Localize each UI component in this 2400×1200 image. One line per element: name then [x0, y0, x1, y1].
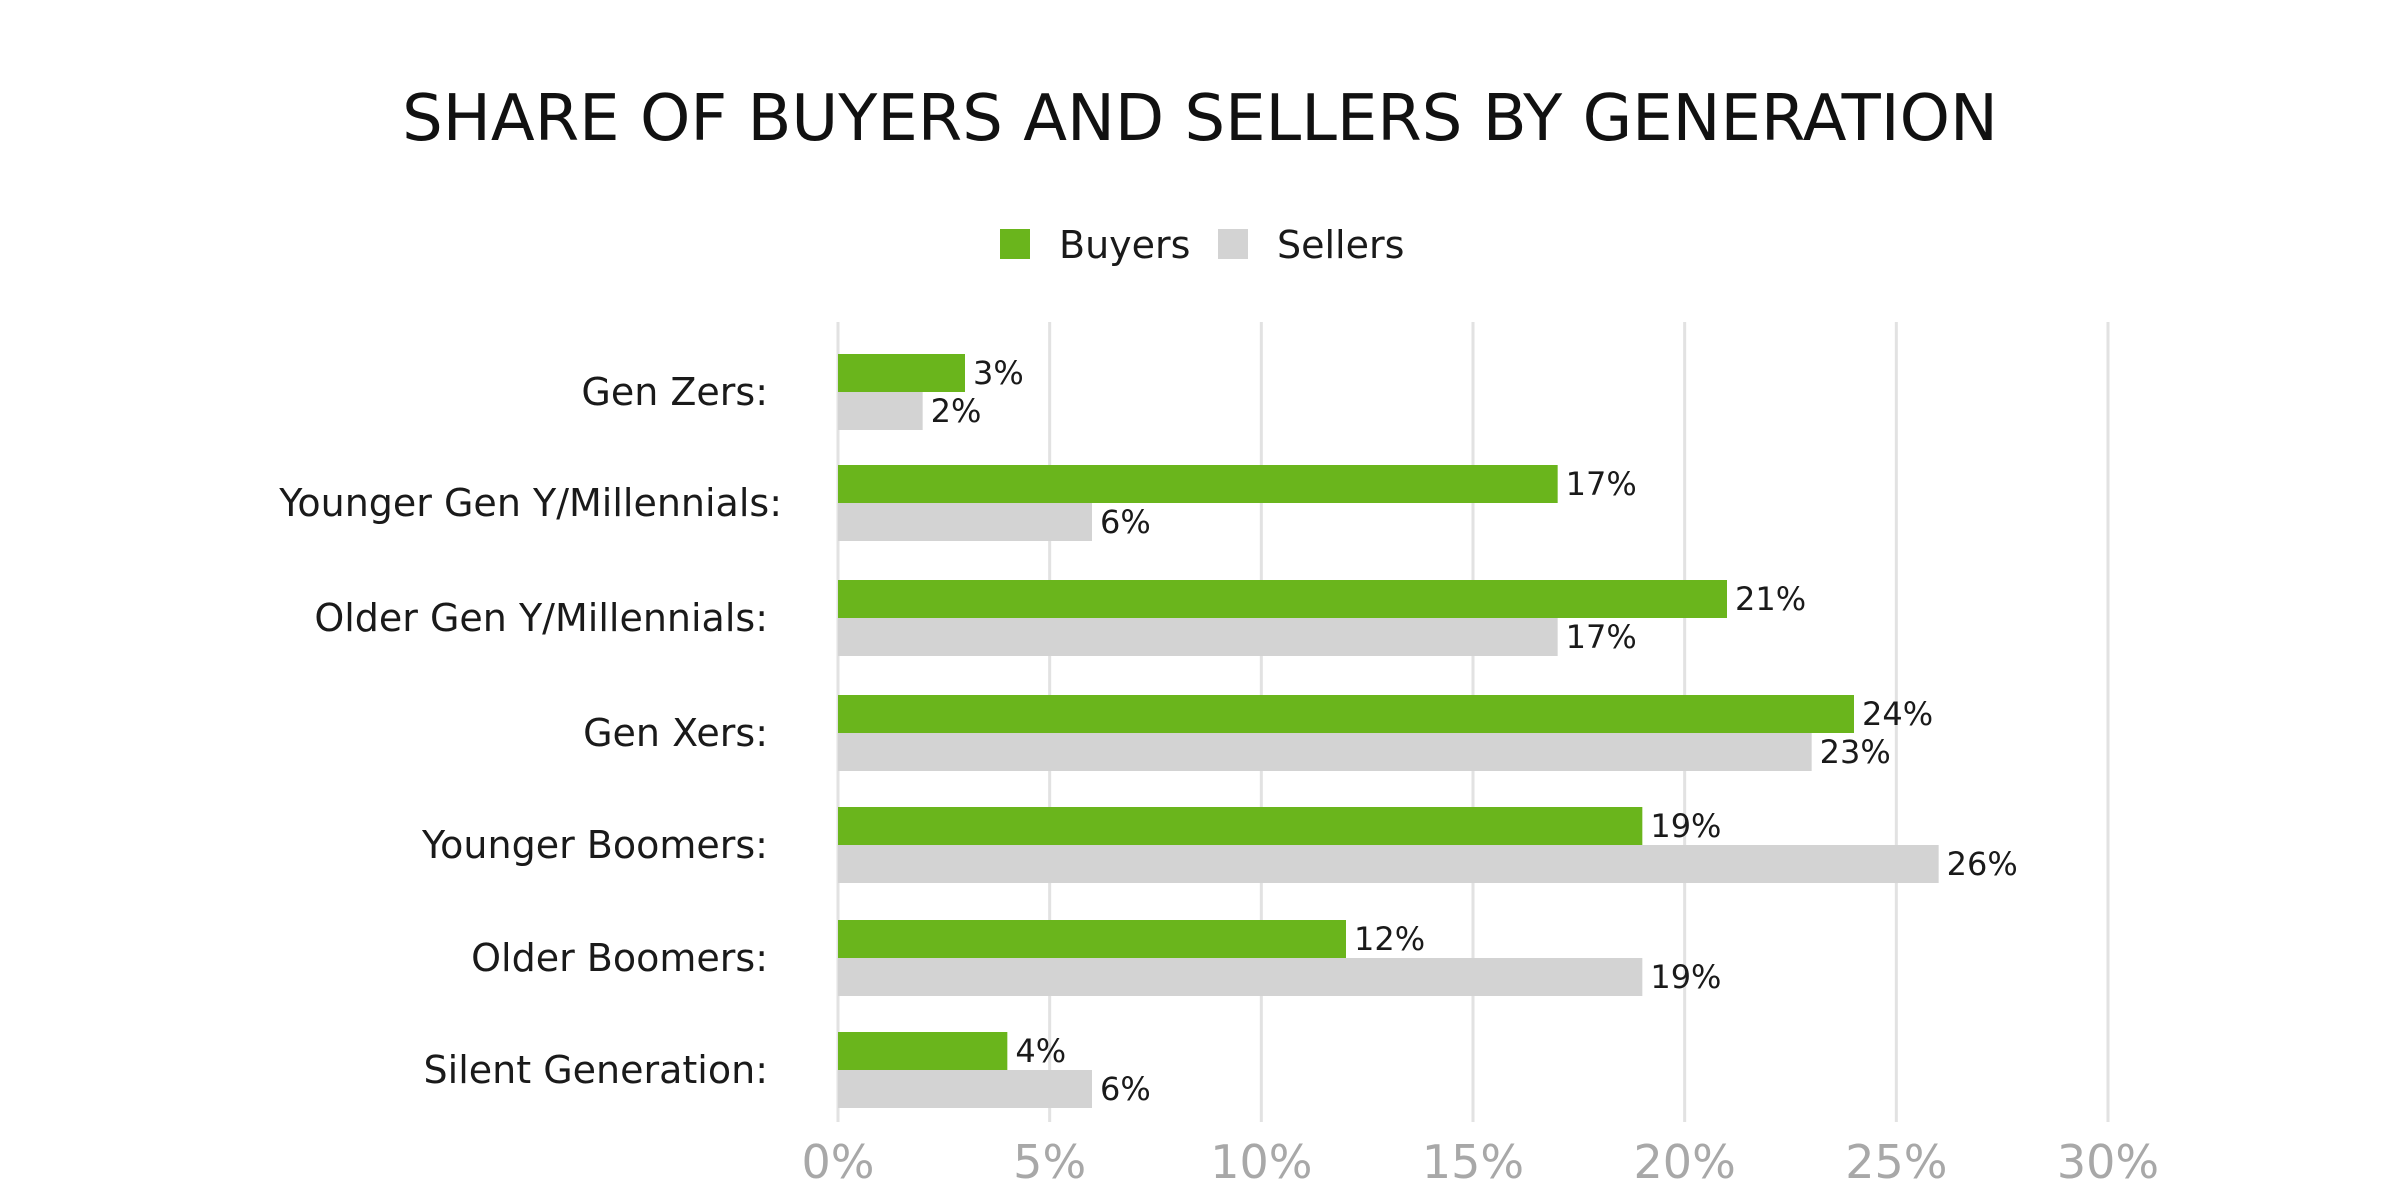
x-tick-label: 25% — [1845, 1135, 1947, 1189]
value-label-sellers: 23% — [1820, 733, 1891, 771]
x-tick-label: 0% — [802, 1135, 875, 1189]
value-label-sellers: 17% — [1566, 618, 1637, 656]
value-label-buyers: 24% — [1862, 695, 1933, 733]
category-labels: Gen Zers: Younger Gen Y/Millennials: Older… — [278, 370, 782, 1092]
value-label-buyers: 19% — [1650, 807, 1721, 845]
value-label-sellers: 26% — [1947, 845, 2018, 883]
legend: Buyers Sellers — [1000, 223, 1404, 267]
value-label-buyers: 12% — [1354, 920, 1425, 958]
category-label: Gen Xers: — [583, 711, 768, 755]
legend-swatch-buyers — [1000, 229, 1030, 259]
bar-sellers — [838, 1070, 1092, 1108]
bar-sellers — [838, 845, 1939, 883]
value-label-sellers: 6% — [1100, 503, 1151, 541]
bar-sellers — [838, 618, 1558, 656]
value-label-buyers: 17% — [1566, 465, 1637, 503]
bar-sellers — [838, 733, 1812, 771]
bar-buyers — [838, 920, 1346, 958]
bar-buyers — [838, 580, 1727, 618]
value-label-sellers: 2% — [931, 392, 982, 430]
x-tick-label: 10% — [1210, 1135, 1312, 1189]
value-label-sellers: 6% — [1100, 1070, 1151, 1108]
bar-sellers — [838, 503, 1092, 541]
bar-buyers — [838, 807, 1643, 845]
x-tick-label: 15% — [1422, 1135, 1524, 1189]
x-tick-label: 20% — [1634, 1135, 1736, 1189]
x-axis-ticks: 0% 5% 10% 15% 20% 25% 30% — [802, 1135, 2160, 1189]
value-label-sellers: 19% — [1650, 958, 1721, 996]
x-tick-label: 5% — [1013, 1135, 1086, 1189]
bar-buyers — [838, 695, 1854, 733]
legend-label-sellers: Sellers — [1277, 223, 1404, 267]
legend-swatch-sellers — [1218, 229, 1248, 259]
bar-buyers — [838, 1032, 1008, 1070]
legend-label-buyers: Buyers — [1059, 223, 1190, 267]
category-label: Older Gen Y/Millennials: — [314, 596, 768, 640]
value-label-buyers: 3% — [973, 354, 1024, 392]
bar-buyers — [838, 465, 1558, 503]
category-label: Older Boomers: — [471, 936, 768, 980]
chart-title: SHARE OF BUYERS AND SELLERS BY GENERATIO… — [402, 82, 1998, 156]
value-label-buyers: 21% — [1735, 580, 1806, 618]
bar-sellers — [838, 392, 923, 430]
category-label: Younger Boomers: — [421, 823, 768, 867]
bars — [838, 354, 1939, 1108]
x-tick-label: 30% — [2057, 1135, 2159, 1189]
bar-buyers — [838, 354, 965, 392]
value-labels: 3% 17% 21% 24% 19% 12% 4% 2% 6% 17% 23% 26% 19% 6% — [931, 354, 2018, 1108]
bar-sellers — [838, 958, 1643, 996]
value-label-buyers: 4% — [1015, 1032, 1066, 1070]
category-label: Younger Gen Y/Millennials: — [278, 481, 782, 525]
category-label: Gen Zers: — [581, 370, 768, 414]
category-label: Silent Generation: — [424, 1048, 768, 1092]
